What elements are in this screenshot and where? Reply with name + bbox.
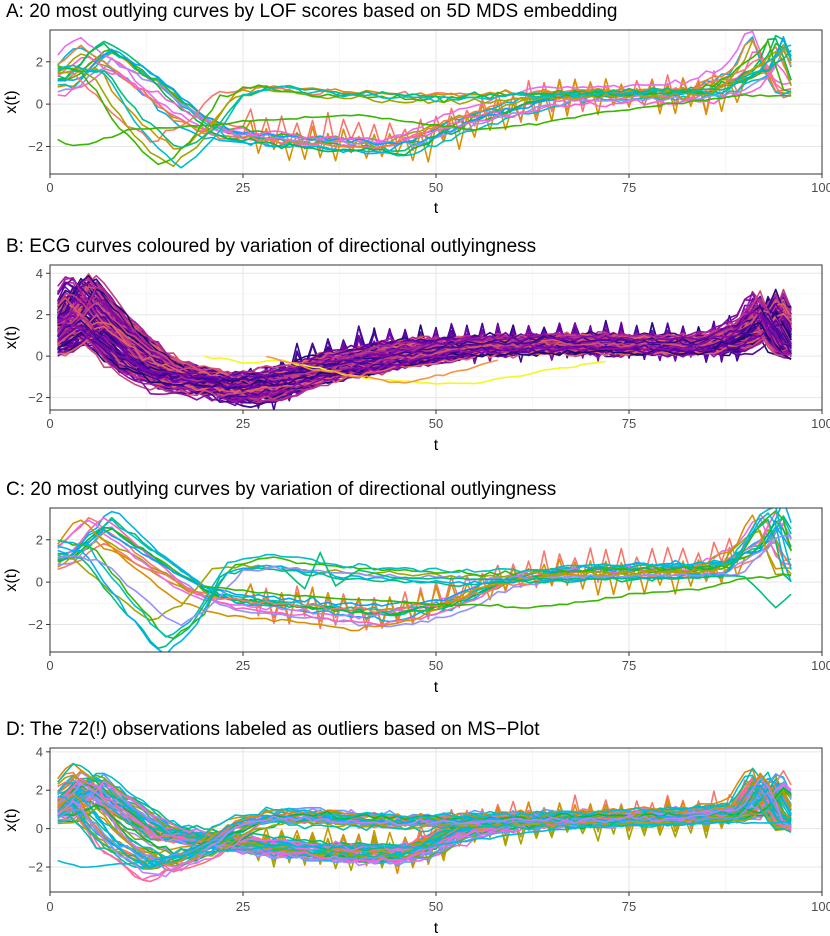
curve	[57, 510, 792, 640]
panel-title: C: 20 most outlying curves by variation …	[6, 479, 556, 500]
y-tick-label: 2	[36, 54, 43, 69]
x-tick-label: 100	[811, 180, 830, 195]
curve	[57, 49, 792, 149]
curve	[57, 534, 792, 626]
x-axis-title: t	[434, 200, 439, 217]
y-tick-label: 2	[36, 307, 43, 322]
curve	[57, 49, 792, 150]
x-tick-label: 0	[46, 416, 53, 431]
x-axis-title: t	[434, 679, 439, 696]
x-tick-label: 25	[236, 180, 250, 195]
y-tick-label: 0	[36, 97, 43, 112]
curve	[57, 514, 792, 632]
curve	[57, 274, 792, 397]
x-tick-label: 75	[622, 416, 636, 431]
curve	[57, 774, 792, 870]
curves	[57, 508, 792, 652]
x-tick-label: 75	[622, 180, 636, 195]
panel-a: A: 20 most outlying curves by LOF scores…	[3, 1, 830, 217]
y-tick-label: 0	[36, 349, 43, 364]
curve	[57, 319, 792, 388]
x-tick-label: 50	[429, 180, 443, 195]
curve	[57, 785, 792, 868]
curve	[57, 530, 792, 621]
highlighted-curve	[281, 550, 792, 609]
x-tick-label: 100	[811, 899, 830, 914]
y-tick-label: 2	[36, 532, 43, 547]
curves	[57, 30, 792, 169]
x-axis-title: t	[434, 920, 439, 936]
y-tick-label: 4	[36, 744, 43, 759]
highlighted-curve	[57, 820, 792, 869]
panel-d: D: The 72(!) observations labeled as out…	[3, 719, 830, 936]
x-tick-label: 25	[236, 658, 250, 673]
y-tick-label: 0	[36, 821, 43, 836]
curve	[57, 62, 792, 142]
y-axis-title: x(t)	[3, 326, 20, 349]
panel-title: B: ECG curves coloured by variation of d…	[6, 236, 536, 257]
highlighted-curve	[204, 355, 606, 385]
y-axis-title: x(t)	[3, 568, 20, 591]
highlighted-curve	[266, 355, 498, 384]
x-tick-label: 0	[46, 180, 53, 195]
panel-title: A: 20 most outlying curves by LOF scores…	[6, 1, 617, 22]
x-tick-label: 50	[429, 658, 443, 673]
curves	[57, 762, 792, 883]
y-axis-title: x(t)	[3, 808, 20, 831]
x-tick-label: 0	[46, 899, 53, 914]
curve	[57, 777, 792, 878]
y-axis-title: x(t)	[3, 90, 20, 113]
x-tick-label: 100	[811, 658, 830, 673]
x-tick-label: 50	[429, 416, 443, 431]
x-tick-label: 25	[236, 416, 250, 431]
panel-c: C: 20 most outlying curves by variation …	[3, 479, 830, 696]
panel-b: B: ECG curves coloured by variation of d…	[3, 236, 830, 454]
x-tick-label: 100	[811, 416, 830, 431]
curve	[57, 40, 792, 166]
curve	[57, 508, 792, 638]
x-tick-label: 50	[429, 899, 443, 914]
curve	[57, 50, 792, 168]
x-tick-label: 75	[622, 658, 636, 673]
x-tick-label: 0	[46, 658, 53, 673]
x-tick-label: 25	[236, 899, 250, 914]
y-tick-label: 4	[36, 266, 43, 281]
y-tick-label: 2	[36, 783, 43, 798]
y-tick-label: −2	[28, 390, 43, 405]
highlighted-curve	[204, 573, 792, 609]
y-tick-label: −2	[28, 617, 43, 632]
curves	[56, 272, 792, 410]
curve	[57, 309, 792, 402]
y-tick-label: 0	[36, 575, 43, 590]
panel-title: D: The 72(!) observations labeled as out…	[6, 719, 540, 740]
curve	[57, 309, 792, 379]
x-axis-title: t	[434, 437, 439, 454]
y-tick-label: −2	[28, 860, 43, 875]
curve	[57, 312, 792, 392]
x-tick-label: 75	[622, 899, 636, 914]
highlighted-curve	[57, 93, 792, 147]
curve	[57, 792, 792, 860]
y-tick-label: −2	[28, 139, 43, 154]
curve	[57, 48, 792, 147]
curve	[57, 763, 792, 860]
curve	[57, 44, 792, 169]
